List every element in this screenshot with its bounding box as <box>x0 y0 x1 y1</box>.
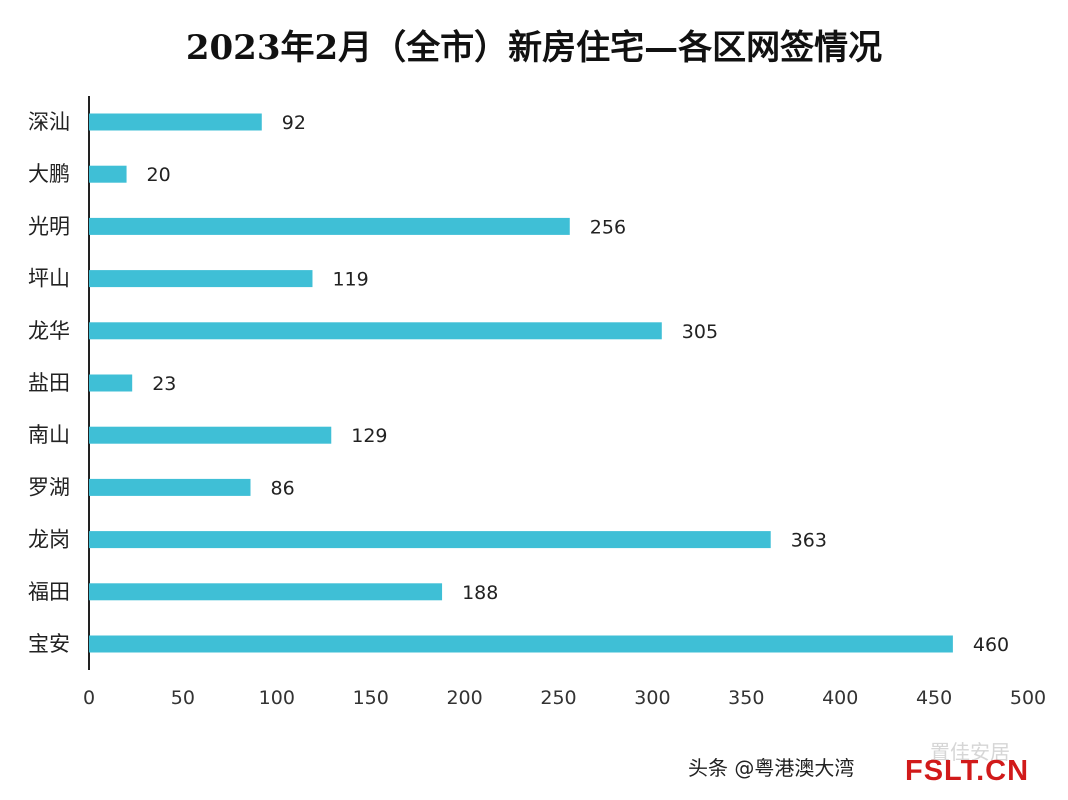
data-label-6: 129 <box>351 425 387 447</box>
site-logo: FSLT.CN <box>905 755 1030 787</box>
x-tick-label-0: 0 <box>83 687 95 709</box>
bar-10 <box>89 635 953 653</box>
bar-8 <box>89 531 771 549</box>
data-label-3: 119 <box>332 269 368 291</box>
data-label-4: 305 <box>682 321 718 343</box>
data-label-1: 20 <box>147 164 171 186</box>
bar-0 <box>89 113 262 131</box>
x-tick-label-10: 500 <box>1010 687 1046 709</box>
bar-1 <box>89 165 127 183</box>
data-label-8: 363 <box>791 530 827 552</box>
bar-5 <box>89 374 133 392</box>
watermark-ghost-text: 置佳安居 <box>930 740 1010 764</box>
x-tick-label-3: 150 <box>353 687 389 709</box>
category-label-10: 宝安 <box>28 632 70 656</box>
category-label-0: 深汕 <box>28 110 70 134</box>
data-label-7: 86 <box>271 477 295 499</box>
x-tick-label-2: 100 <box>259 687 295 709</box>
bar-3 <box>89 270 313 288</box>
x-tick-label-7: 350 <box>728 687 764 709</box>
category-label-8: 龙岗 <box>28 528 70 552</box>
bar-6 <box>89 426 332 444</box>
watermark-text: 头条 @粤港澳大湾 <box>688 756 855 780</box>
data-label-0: 92 <box>282 112 306 134</box>
data-label-9: 188 <box>462 582 498 604</box>
category-label-4: 龙华 <box>28 319 70 343</box>
bar-4 <box>89 322 662 340</box>
x-tick-label-6: 300 <box>634 687 670 709</box>
category-label-3: 坪山 <box>28 267 70 291</box>
x-tick-label-8: 400 <box>822 687 858 709</box>
x-tick-label-9: 450 <box>916 687 952 709</box>
data-label-2: 256 <box>590 216 626 238</box>
category-label-2: 光明 <box>28 214 70 238</box>
bar-7 <box>89 478 251 496</box>
chart-title: 2023年2月（全市）新房住宅—各区网签情况 <box>185 28 883 68</box>
category-label-1: 大鹏 <box>28 162 70 186</box>
x-tick-label-5: 250 <box>540 687 576 709</box>
data-label-10: 460 <box>973 634 1009 656</box>
category-label-9: 福田 <box>28 580 70 604</box>
category-label-6: 南山 <box>28 423 70 447</box>
x-tick-label-4: 200 <box>446 687 482 709</box>
data-label-5: 23 <box>152 373 176 395</box>
bar-2 <box>89 217 570 235</box>
x-tick-label-1: 50 <box>171 687 195 709</box>
bar-9 <box>89 583 443 601</box>
category-label-7: 罗湖 <box>28 475 70 499</box>
category-label-5: 盐田 <box>28 371 70 395</box>
